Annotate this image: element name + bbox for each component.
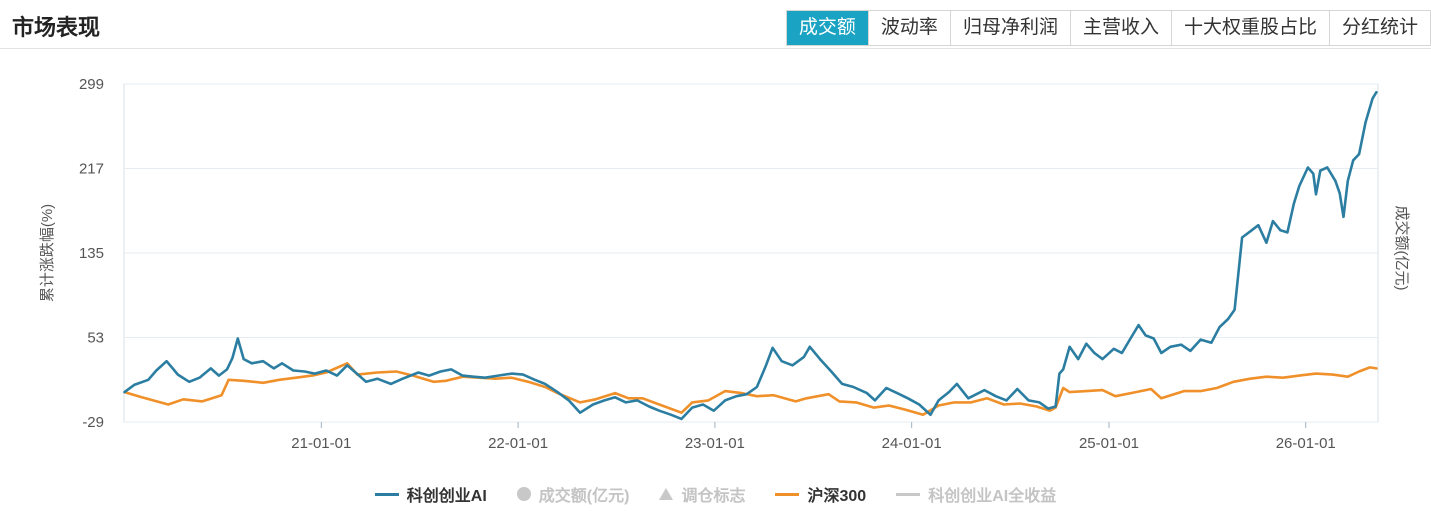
tab-0[interactable]: 成交额 xyxy=(786,11,869,45)
legend-item-3[interactable]: 沪深300 xyxy=(775,482,866,506)
legend-line-icon xyxy=(896,492,921,496)
tab-5[interactable]: 分红统计 xyxy=(1329,11,1431,45)
legend-line-icon xyxy=(775,492,800,496)
x-tick-label: 25-01-01 xyxy=(1079,435,1139,452)
legend-label: 科创创业AI全收益 xyxy=(928,488,1057,505)
series-line-1 xyxy=(123,362,1378,417)
y-axis-label: 累计涨跌幅(%) xyxy=(39,204,56,302)
legend-item-2[interactable]: 调仓标志 xyxy=(659,482,745,506)
y-tick-label: -29 xyxy=(82,414,104,431)
y-tick-label: 217 xyxy=(79,161,104,178)
tab-2[interactable]: 归母净利润 xyxy=(950,11,1071,45)
legend-item-4[interactable]: 科创创业AI全收益 xyxy=(896,482,1056,506)
x-tick-label: 21-01-01 xyxy=(291,435,351,452)
y-tick-label: 53 xyxy=(87,330,104,347)
legend-item-1[interactable]: 成交额(亿元) xyxy=(516,482,630,506)
legend-dot-icon xyxy=(516,487,531,501)
performance-chart: 299 217 135 53 -29 21-01-01 22-01-01 23-01-01 24… xyxy=(39,76,1411,452)
chart-legend: 科创创业AI 成交额(亿元) 调仓标志 沪深300 科创创业AI全收益 xyxy=(0,480,1431,508)
legend-triangle-icon xyxy=(659,488,674,500)
tab-3[interactable]: 主营收入 xyxy=(1070,11,1172,45)
legend-label: 调仓标志 xyxy=(681,488,746,505)
page-title: 市场表现 xyxy=(12,15,101,40)
legend-label: 成交额(亿元) xyxy=(538,488,630,505)
tab-4[interactable]: 十大权重股占比 xyxy=(1171,11,1330,45)
x-tick-label: 23-01-01 xyxy=(685,435,745,452)
x-tick-label: 22-01-01 xyxy=(488,435,548,452)
legend-item-0[interactable]: 科创创业AI xyxy=(374,482,487,506)
x-tick-label: 26-01-01 xyxy=(1276,435,1336,452)
y-tick-label: 135 xyxy=(79,245,104,262)
tab-1[interactable]: 波动率 xyxy=(868,11,951,45)
y-axis-label-right: 成交额(亿元) xyxy=(1393,206,1411,291)
y-tick-label: 299 xyxy=(79,76,104,93)
legend-line-icon xyxy=(374,492,399,496)
metric-tabs: 成交额 波动率 归母净利润 主营收入 十大权重股占比 分红统计 xyxy=(785,10,1431,46)
page-header: 市场表现 成交额 波动率 归母净利润 主营收入 十大权重股占比 分红统计 xyxy=(0,0,1431,49)
series-line-0 xyxy=(123,90,1378,421)
x-tick-label: 24-01-01 xyxy=(882,435,942,452)
legend-label: 沪深300 xyxy=(807,488,867,505)
legend-label: 科创创业AI xyxy=(406,488,487,505)
